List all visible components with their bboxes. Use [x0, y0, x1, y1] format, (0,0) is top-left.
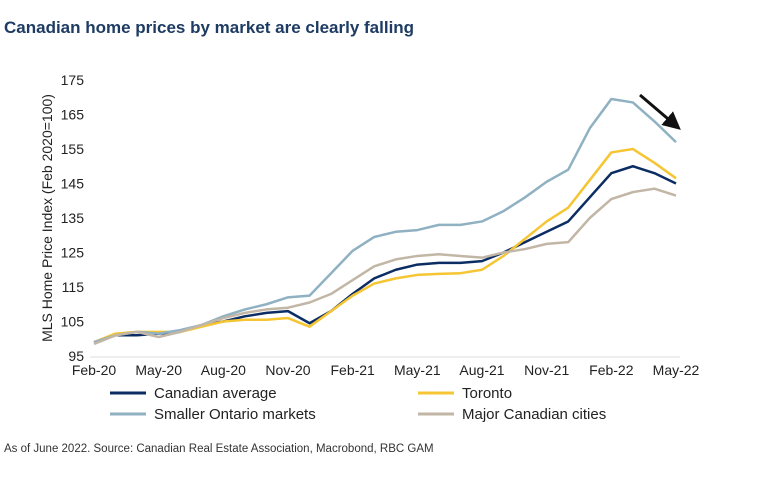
- y-tick-label: 115: [62, 279, 85, 295]
- x-tick-label: Feb-21: [330, 362, 375, 378]
- x-tick-label: Aug-20: [201, 362, 246, 378]
- y-tick-label: 135: [61, 210, 85, 226]
- downward-arrow: [639, 93, 681, 130]
- series-line-toronto: [93, 147, 677, 344]
- chart-title: Canadian home prices by market are clear…: [4, 18, 415, 37]
- x-tick-label: May-20: [135, 362, 182, 378]
- x-tick-label: Aug-21: [459, 362, 504, 378]
- series-line-major-canadian-cities: [93, 187, 677, 346]
- x-tick-label: Nov-20: [265, 362, 310, 378]
- x-tick-label: Nov-21: [524, 362, 569, 378]
- x-tick-label: May-21: [394, 362, 441, 378]
- y-tick-label: 95: [68, 348, 84, 364]
- legend-label: Major Canadian cities: [462, 406, 606, 423]
- x-tick-label: Feb-20: [72, 362, 117, 378]
- y-axis-label: MLS Home Price Index (Feb 2020=100): [39, 94, 55, 342]
- x-tick-label: Feb-22: [589, 362, 634, 378]
- y-tick-label: 155: [61, 141, 85, 157]
- source-note: As of June 2022. Source: Canadian Real E…: [4, 443, 434, 455]
- y-tick-label: 125: [61, 245, 85, 261]
- legend-label: Canadian average: [154, 385, 277, 402]
- legend-label: Smaller Ontario markets: [154, 406, 316, 423]
- y-tick-label: 145: [61, 176, 85, 192]
- x-tick-label: May-22: [653, 362, 700, 378]
- series-line-canadian-average: [93, 165, 677, 344]
- y-tick-label: 165: [61, 107, 85, 123]
- y-tick-label: 105: [61, 314, 85, 330]
- legend-label: Toronto: [462, 385, 512, 402]
- y-tick-label: 175: [61, 72, 85, 88]
